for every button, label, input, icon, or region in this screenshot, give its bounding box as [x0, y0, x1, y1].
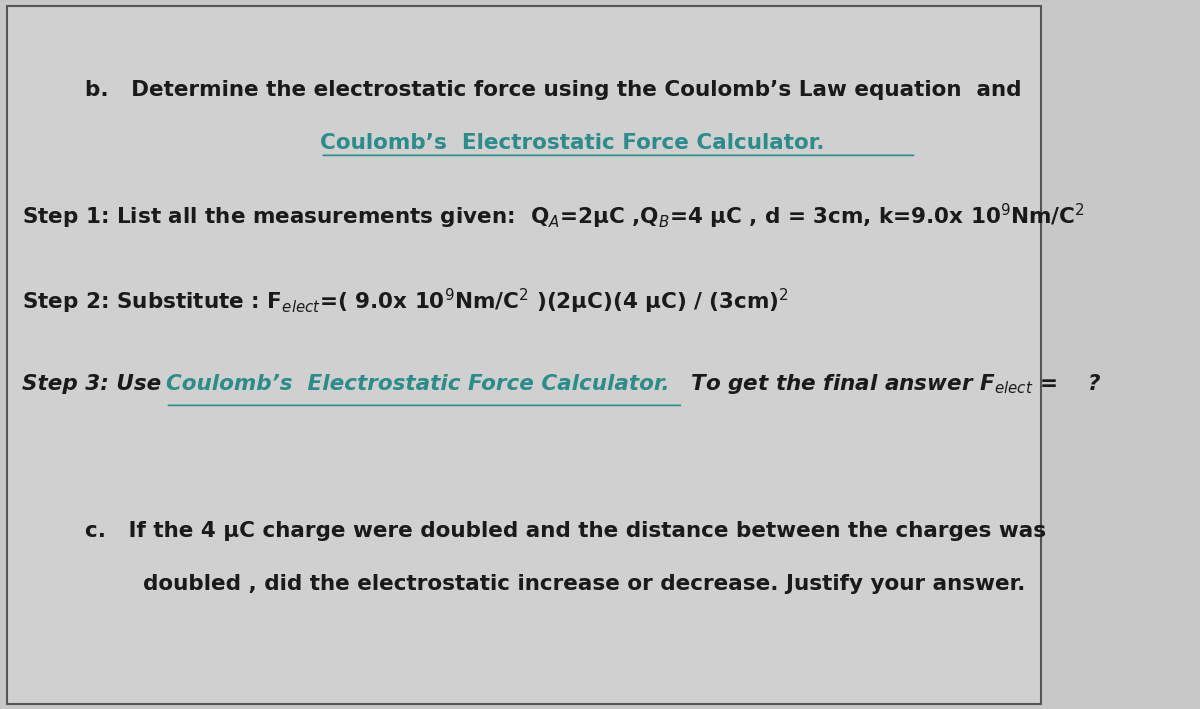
Text: Coulomb’s  Electrostatic Force Calculator.: Coulomb’s Electrostatic Force Calculator… [320, 133, 824, 152]
FancyBboxPatch shape [7, 6, 1040, 704]
Text: b.   Determine the electrostatic force using the Coulomb’s Law equation  and: b. Determine the electrostatic force usi… [85, 79, 1021, 100]
Text: Step 1: List all the measurements given:  Q$_A$=2μC ,Q$_B$=4 μC , d = 3cm, k=9.0: Step 1: List all the measurements given:… [23, 202, 1085, 231]
Text: Coulomb’s  Electrostatic Force Calculator.: Coulomb’s Electrostatic Force Calculator… [166, 374, 670, 394]
Text: doubled , did the electrostatic increase or decrease. Justify your answer.: doubled , did the electrostatic increase… [143, 574, 1025, 594]
Text: Step 3: Use: Step 3: Use [23, 374, 169, 394]
Text: Step 2: Substitute : F$_{elect}$=( 9.0x 10$^9$Nm/C$^2$ )(2μC)(4 μC) / (3cm)$^2$: Step 2: Substitute : F$_{elect}$=( 9.0x … [23, 287, 790, 316]
Text: To get the final answer F$_{elect}$ =    ?: To get the final answer F$_{elect}$ = ? [683, 372, 1102, 396]
Text: c.   If the 4 μC charge were doubled and the distance between the charges was: c. If the 4 μC charge were doubled and t… [85, 521, 1046, 541]
